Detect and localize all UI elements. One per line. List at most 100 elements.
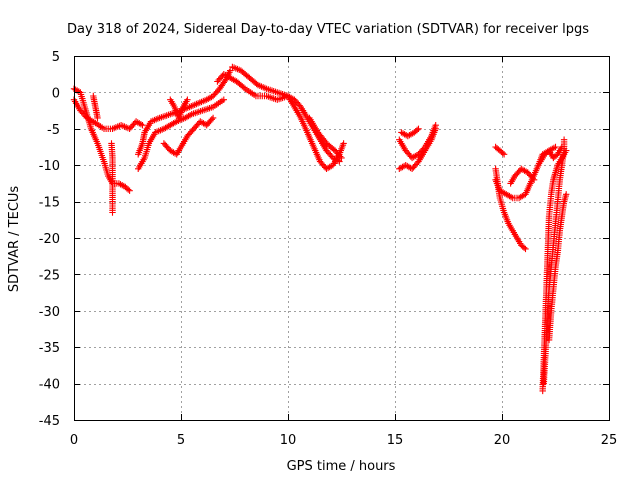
data-point-group xyxy=(550,266,559,293)
data-point-group xyxy=(522,178,535,198)
data-point-group xyxy=(503,191,515,201)
data-point-group xyxy=(396,136,408,152)
series-track-14 xyxy=(398,125,422,140)
data-point-group xyxy=(550,222,559,249)
y-tick-labels: 5 0 -5 -10 -15 -20 -25 -30 -35 -40 -45 xyxy=(39,50,60,429)
data-point-group xyxy=(87,125,100,145)
y-tick-label: -15 xyxy=(39,196,60,211)
data-point-group xyxy=(323,147,335,160)
data-point-group xyxy=(177,134,190,151)
data-point-group xyxy=(182,112,194,122)
data-point-group xyxy=(316,136,329,152)
x-axis-label: GPS time / hours xyxy=(287,459,396,474)
series-track-2 xyxy=(70,85,133,194)
data-point-group xyxy=(284,92,297,109)
data-point-group xyxy=(548,287,557,314)
data-point-group xyxy=(254,81,269,92)
data-point-group xyxy=(544,215,553,249)
data-point-group xyxy=(242,85,258,98)
data-point-group xyxy=(147,115,162,125)
data-point-group xyxy=(173,145,184,158)
data-point-group xyxy=(199,104,215,114)
y-tick-label: -25 xyxy=(39,268,60,283)
data-point-group xyxy=(518,165,530,175)
data-point-group xyxy=(306,114,321,134)
x-tick-label: 25 xyxy=(601,433,618,448)
y-axis-label: SDTVAR / TECUs xyxy=(7,186,22,293)
data-marks xyxy=(70,63,570,395)
data-point-group xyxy=(135,156,147,172)
data-point-group xyxy=(229,63,243,73)
data-point-group xyxy=(92,119,106,131)
data-point-group xyxy=(160,140,173,153)
data-point-group xyxy=(509,227,520,240)
data-point-group xyxy=(194,97,209,107)
y-tick-label: -5 xyxy=(47,123,60,138)
data-point-group xyxy=(152,126,166,136)
data-point-group xyxy=(509,194,521,202)
data-point-group xyxy=(117,122,132,132)
data-point-group xyxy=(496,187,508,197)
data-point-group xyxy=(297,114,310,134)
x-tick-label: 15 xyxy=(387,433,404,448)
y-tick-label: -40 xyxy=(39,378,60,393)
data-point-group xyxy=(291,96,303,109)
y-tick-label: -20 xyxy=(39,232,60,247)
data-point-group xyxy=(94,140,107,163)
series-track-15 xyxy=(492,143,508,158)
data-point-group xyxy=(541,148,551,158)
data-point-group xyxy=(323,140,337,153)
data-point-group xyxy=(209,87,222,100)
data-point-group xyxy=(132,118,146,129)
data-point-group xyxy=(411,125,422,136)
data-point-group xyxy=(421,138,434,154)
series-track-6 xyxy=(135,96,227,172)
data-point-group xyxy=(492,143,502,153)
data-point-group xyxy=(513,234,524,247)
data-point-group xyxy=(554,156,564,169)
data-point-group xyxy=(233,78,247,91)
data-point-group xyxy=(542,317,551,351)
data-point-group xyxy=(77,89,88,109)
data-point-group xyxy=(122,183,133,194)
data-point-group xyxy=(220,71,232,81)
grid xyxy=(74,56,609,420)
data-point-group xyxy=(492,176,503,193)
data-point-group xyxy=(314,129,329,145)
series-track-18 xyxy=(507,165,538,187)
data-point-group xyxy=(554,229,563,256)
data-point-group xyxy=(297,103,310,120)
data-point-group xyxy=(109,122,123,132)
data-point-group xyxy=(540,346,549,387)
data-point-group xyxy=(214,72,226,85)
data-point-group xyxy=(304,129,317,149)
data-point-group xyxy=(188,108,204,118)
data-point-group xyxy=(141,142,152,162)
data-point-group xyxy=(518,242,529,253)
data-point-group xyxy=(560,136,568,154)
data-point-group xyxy=(175,105,186,122)
data-point-group xyxy=(310,143,323,163)
data-point-group xyxy=(179,96,191,111)
data-point-group xyxy=(186,100,200,111)
data-point-group xyxy=(109,198,116,216)
x-tick-label: 20 xyxy=(494,433,511,448)
data-point-group xyxy=(237,67,252,80)
data-point-group xyxy=(545,147,556,160)
series-track-20 xyxy=(540,136,568,387)
data-point-group xyxy=(560,191,570,205)
data-point-group xyxy=(515,192,528,202)
x-tick-label: 10 xyxy=(280,433,297,448)
data-point-group xyxy=(203,114,217,129)
series-track-13 xyxy=(396,125,439,172)
data-point-group xyxy=(92,103,101,122)
data-point-group xyxy=(543,244,552,278)
data-point-group xyxy=(156,111,172,122)
data-point-group xyxy=(539,360,547,395)
data-point-group xyxy=(167,147,179,157)
y-tick-label: 5 xyxy=(52,50,60,65)
data-point-group xyxy=(548,178,557,198)
data-point-group xyxy=(537,152,547,165)
series-track-10 xyxy=(214,71,347,172)
